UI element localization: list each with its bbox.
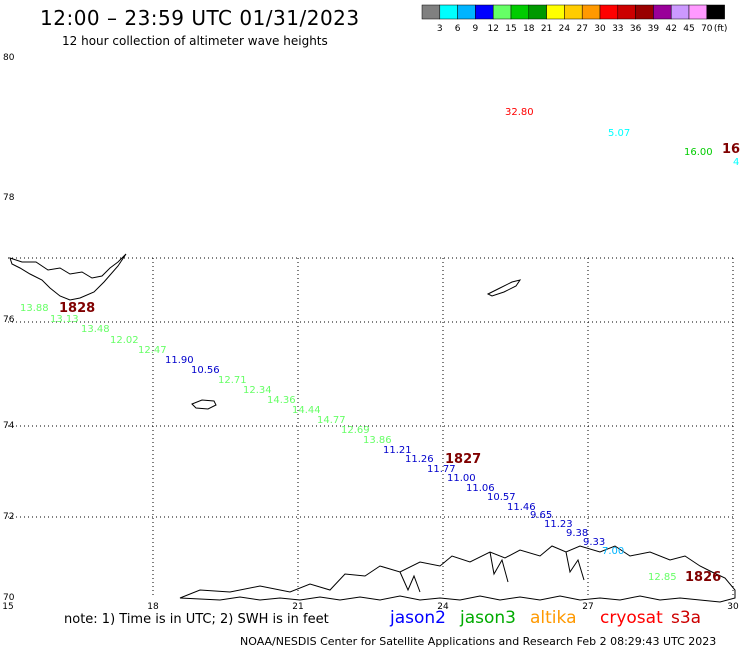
lat-tick-label: 78 bbox=[3, 193, 15, 203]
chart-subtitle: 12 hour collection of altimeter wave hei… bbox=[62, 34, 328, 48]
track-value: 11.46 bbox=[507, 502, 536, 513]
track-value: 12.85 bbox=[648, 572, 677, 583]
track-value: 12.34 bbox=[243, 385, 272, 396]
land-bear-island bbox=[191, 399, 217, 410]
track-value: 13.48 bbox=[81, 324, 110, 335]
lat-tick-label: 70 bbox=[3, 593, 15, 603]
legend-tick-label: 9 bbox=[473, 24, 479, 34]
land-fjord-3 bbox=[565, 551, 585, 581]
track-value: 14.44 bbox=[292, 405, 321, 416]
legend-swatch bbox=[706, 4, 725, 20]
legend-tick-label: 45 bbox=[683, 24, 694, 34]
track-value: 9.33 bbox=[583, 537, 605, 548]
map-grid bbox=[8, 257, 734, 598]
track-value: 11.06 bbox=[466, 483, 495, 494]
altimeter-track: 13.8813.1313.4812.0212.4711.9010.5612.71… bbox=[20, 303, 677, 583]
lat-tick-label: 72 bbox=[3, 512, 14, 522]
track-time-label: 1828 bbox=[59, 301, 95, 316]
lon-tick-label: 15 bbox=[2, 602, 13, 612]
lon-tick-label: 24 bbox=[437, 602, 449, 612]
track-time-label: 16 bbox=[722, 142, 740, 157]
track-value: 11.77 bbox=[427, 464, 456, 475]
track-value: 13.88 bbox=[20, 303, 49, 314]
legend-tick-label: 39 bbox=[648, 24, 660, 34]
legend-tick-label: 18 bbox=[523, 24, 535, 34]
track-value: 12.47 bbox=[138, 345, 167, 356]
legend-tick-label: 42 bbox=[665, 24, 676, 34]
legend-tick-label: 70 bbox=[701, 24, 713, 34]
track-value: 11.26 bbox=[405, 454, 434, 465]
lon-tick-label: 18 bbox=[147, 602, 159, 612]
legend-tick-label: 3 bbox=[437, 24, 443, 34]
legend-tick-label: 21 bbox=[541, 24, 552, 34]
color-scale-legend: 3 6 9 12 15 18 21 24 27 30 33 36 39 42 45 70 (ft) bbox=[421, 4, 728, 34]
lon-tick-label: 30 bbox=[727, 602, 739, 612]
footer-note: note: 1) Time is in UTC; 2) SWH is in fe… bbox=[64, 612, 329, 627]
land-fjord-2 bbox=[489, 551, 509, 583]
track-value: 11.21 bbox=[383, 445, 412, 456]
extra-value: 16.00 bbox=[684, 147, 713, 158]
track-value: 9.38 bbox=[566, 528, 588, 539]
legend-tick-label: 6 bbox=[455, 24, 461, 34]
lon-tick-label: 21 bbox=[292, 602, 303, 612]
legend-tick-label: 27 bbox=[576, 24, 587, 34]
satellite-label-s3a: s3a bbox=[671, 608, 702, 628]
axis-tick-labels: 15 18 21 24 27 30 70 72 74 76 78 80 bbox=[2, 53, 739, 612]
track-value: 9.65 bbox=[530, 510, 552, 521]
extra-values: 32.80 5.07 16.00 4 bbox=[505, 107, 739, 168]
legend-tick-label: 15 bbox=[505, 24, 516, 34]
track-value: 7.00 bbox=[602, 546, 624, 557]
track-value: 13.86 bbox=[363, 435, 392, 446]
land-fjord-1 bbox=[399, 571, 421, 593]
land-kong-karls bbox=[486, 279, 522, 297]
legend-tick-label: 30 bbox=[594, 24, 606, 34]
track-value: 14.36 bbox=[267, 395, 296, 406]
satellite-label-jason3: jason3 bbox=[460, 608, 516, 628]
lat-tick-label: 74 bbox=[3, 421, 15, 431]
extra-value: 4 bbox=[733, 157, 739, 168]
track-time-label: 1827 bbox=[445, 452, 481, 467]
legend-tick-label: 24 bbox=[559, 24, 571, 34]
extra-value: 32.80 bbox=[505, 107, 534, 118]
track-time-label: 1826 bbox=[685, 570, 721, 585]
track-value: 12.69 bbox=[341, 425, 370, 436]
time-labels: 1828 1827 1826 16 bbox=[59, 142, 740, 585]
track-value: 10.56 bbox=[191, 365, 220, 376]
track-value: 10.57 bbox=[487, 492, 516, 503]
track-value: 14.77 bbox=[317, 415, 346, 426]
track-value: 11.00 bbox=[447, 473, 476, 484]
track-value: 11.90 bbox=[165, 355, 194, 366]
satellite-label-altika: altika bbox=[530, 608, 577, 628]
chart-title: 12:00 – 23:59 UTC 01/31/2023 bbox=[40, 6, 360, 30]
land-svalbard bbox=[9, 253, 127, 301]
legend-tick-label: 33 bbox=[612, 24, 623, 34]
satellite-label-jason2: jason2 bbox=[390, 608, 446, 628]
legend-tick-label: 12 bbox=[487, 24, 498, 34]
track-value: 12.71 bbox=[218, 375, 247, 386]
track-value: 11.23 bbox=[544, 519, 573, 530]
lat-tick-label: 76 bbox=[3, 315, 15, 325]
lon-tick-label: 27 bbox=[582, 602, 593, 612]
footer-credit: NOAA/NESDIS Center for Satellite Applica… bbox=[240, 635, 717, 648]
track-value: 13.13 bbox=[50, 314, 79, 325]
satellite-label-cryosat: cryosat bbox=[600, 608, 663, 628]
legend-tick-label: 36 bbox=[630, 24, 642, 34]
lat-tick-label: 80 bbox=[3, 53, 15, 63]
land-outlines bbox=[9, 253, 736, 603]
extra-value: 5.07 bbox=[608, 128, 630, 139]
legend-unit: (ft) bbox=[714, 24, 728, 34]
track-value: 12.02 bbox=[110, 335, 139, 346]
